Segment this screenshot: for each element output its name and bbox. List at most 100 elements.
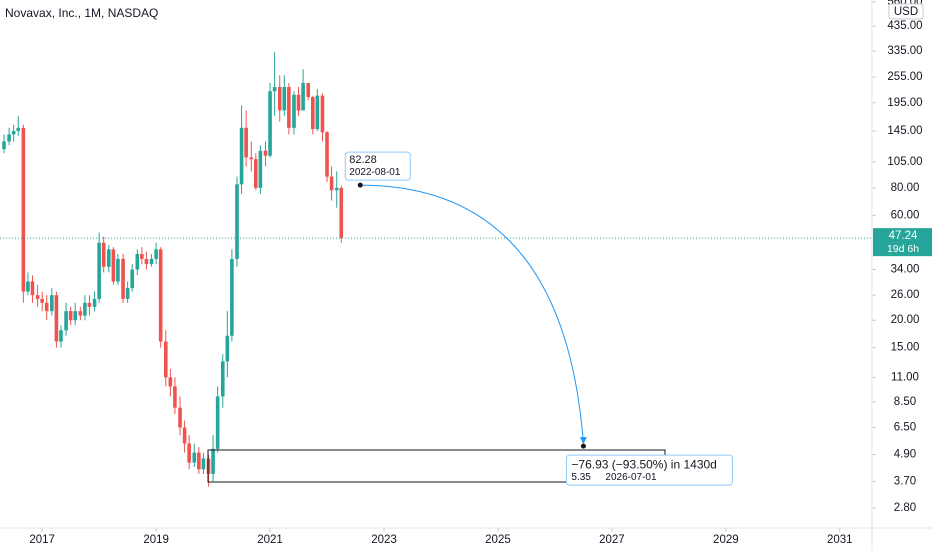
candle-body: [254, 159, 258, 188]
x-tick-label: 2023: [371, 534, 397, 546]
candle-body: [64, 311, 68, 331]
y-tick-label: 435.00: [887, 20, 922, 32]
start-value: 82.28: [349, 154, 377, 166]
y-tick-label: 2.80: [894, 502, 916, 514]
candle-body: [121, 258, 125, 299]
y-tick-label: 335.00: [887, 45, 922, 57]
x-tick-label: 2021: [257, 534, 283, 546]
candle-body: [192, 452, 197, 463]
y-tick-label: 195.00: [887, 97, 922, 109]
countdown: 19d 6h: [887, 243, 919, 255]
candle-body: [315, 95, 320, 130]
candle-body: [329, 176, 334, 191]
currency-box: [888, 3, 924, 20]
y-tick-label: 11.00: [891, 371, 919, 383]
candle-body: [301, 82, 305, 111]
candle-body: [11, 131, 16, 135]
y-tick-label: 80.00: [891, 182, 920, 194]
candle-body: [158, 249, 163, 342]
last-price-box: [873, 228, 932, 257]
y-tick-label: 3.70: [894, 475, 916, 487]
candle-body: [26, 281, 30, 292]
change-label-box: [565, 454, 733, 486]
candle-body: [163, 341, 168, 378]
projection-arc: [360, 184, 584, 444]
candle-body: [263, 150, 268, 156]
candle-body: [73, 311, 78, 321]
change-label: −76.93 (−93.50%) in 1430d: [571, 457, 716, 471]
y-tick-label: 105.00: [887, 156, 922, 168]
candle-body: [244, 127, 248, 158]
candle-body: [334, 187, 339, 191]
candle-body: [78, 311, 83, 316]
chart-title: Novavax, Inc., 1M, NASDAQ: [5, 6, 158, 20]
grid: 2.80 3.70 4.90 6.50 8.50 11.00 15.00 20.00 26.00…: [29, 0, 922, 546]
candle-body: [296, 94, 301, 111]
candle-body: [35, 295, 40, 299]
candle-body: [339, 187, 344, 239]
candle-body: [87, 302, 92, 307]
candle-body: [125, 288, 130, 299]
currency: USD: [894, 6, 918, 18]
candle-body: [154, 249, 158, 259]
candle-body: [59, 330, 63, 342]
candle-body: [140, 254, 144, 259]
candle-body: [320, 95, 325, 133]
x-tick-label: 2027: [599, 534, 625, 546]
candle-body: [130, 269, 134, 289]
x-tick-label: 2031: [827, 534, 853, 546]
candle-body: [182, 427, 187, 444]
candle-body: [2, 141, 6, 150]
candle-body: [325, 132, 329, 177]
y-tick-label: 26.00: [891, 289, 920, 301]
candle-body: [225, 335, 230, 362]
y-tick-label: 15.00: [891, 342, 920, 354]
projection-start-point: [357, 182, 363, 188]
y-tick-label: 6.50: [894, 422, 916, 434]
end-date: 2026-07-01: [605, 472, 657, 483]
candle-body: [268, 91, 272, 156]
candle-body: [92, 298, 97, 307]
candle-body: [235, 184, 239, 259]
y-tick-label: 4.90: [894, 449, 916, 461]
candle-body: [30, 281, 35, 296]
candle-body: [258, 150, 263, 188]
candle-body: [97, 242, 101, 299]
candle-body: [282, 86, 287, 111]
candle-body: [149, 258, 154, 265]
projection-end-point: [580, 443, 586, 449]
x-tick-label: 2025: [485, 534, 511, 546]
candle-body: [144, 258, 149, 265]
candle-body: [287, 86, 291, 128]
y-tick-label: 145.00: [887, 125, 922, 137]
plot: [0, 52, 872, 487]
candle-body: [272, 86, 277, 92]
candle-body: [239, 127, 244, 185]
candle-body: [168, 377, 173, 387]
candle-body: [16, 127, 21, 132]
candle-body: [211, 448, 215, 474]
candle-body: [306, 82, 311, 98]
candle-body: [101, 242, 106, 267]
candle-body: [178, 407, 182, 428]
candle-body: [50, 295, 54, 312]
y-tick-label: 255.00: [887, 71, 922, 83]
x-tick-label: 2019: [143, 534, 169, 546]
candle-body: [107, 249, 111, 267]
candle-body: [197, 452, 201, 470]
projection-arrowhead: [579, 437, 587, 445]
candle-body: [230, 258, 234, 336]
y-tick-label: 8.50: [894, 396, 916, 408]
candle-body: [111, 249, 116, 282]
candle-body: [68, 311, 73, 321]
candle-body: [40, 298, 44, 303]
candle-body: [187, 443, 191, 463]
candle-body: [173, 386, 177, 408]
candle-body: [277, 86, 282, 111]
last-price-label: 47.24: [889, 230, 918, 242]
candle-body: [220, 361, 225, 397]
y-tick-label: 60.00: [891, 209, 920, 221]
candle-body: [292, 94, 296, 128]
